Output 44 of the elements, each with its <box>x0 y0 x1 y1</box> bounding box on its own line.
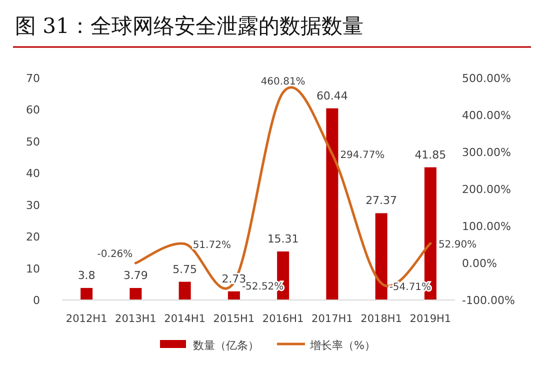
x-tick-label: 2016H1 <box>262 313 304 325</box>
x-tick-label: 2014H1 <box>164 313 206 325</box>
bar <box>178 282 191 300</box>
x-tick-label: 2018H1 <box>360 313 402 325</box>
bar <box>80 288 93 300</box>
bar <box>130 288 142 300</box>
y-tick-label: 10 <box>26 262 40 276</box>
y-tick-label: 40 <box>26 167 40 180</box>
x-tick-label: 2015H1 <box>213 313 255 325</box>
x-tick-label: 2017H1 <box>312 313 353 325</box>
data-label: 52.90% <box>438 239 477 250</box>
y-tick-label: 70 <box>26 72 40 85</box>
y2-tick-label: -100.00% <box>462 294 515 307</box>
chart-title: 图 31：全球网络安全泄露的数据数量 <box>15 14 364 38</box>
data-label: 27.37 <box>366 194 398 208</box>
data-label: 3.8 <box>78 268 96 282</box>
legend-label: 数量（亿条） <box>193 339 259 352</box>
data-label: 15.31 <box>267 232 299 246</box>
y2-tick-label: 400.00% <box>462 109 511 122</box>
bar <box>326 108 338 300</box>
y-tick-label: 30 <box>26 198 40 212</box>
y2-tick-label: 300.00% <box>462 146 511 159</box>
data-label: 60.44 <box>316 89 348 102</box>
data-label: 460.81% <box>260 76 306 88</box>
x-tick-label: 2012H1 <box>66 313 108 325</box>
data-label: 41.85 <box>414 148 446 162</box>
x-tick-label: 2019H1 <box>410 313 452 325</box>
y2-tick-label: 0.00% <box>462 257 497 270</box>
data-label: 3.79 <box>123 268 148 282</box>
data-label: 294.77% <box>340 150 385 161</box>
y-tick-label: 0 <box>33 294 40 307</box>
y2-tick-label: 100.00% <box>462 220 511 233</box>
data-label: -0.26% <box>97 249 133 260</box>
y2-tick-label: 200.00% <box>462 183 511 196</box>
data-label: 51.72% <box>192 240 231 251</box>
bar <box>228 291 240 300</box>
x-tick-label: 2013H1 <box>115 313 156 325</box>
y-tick-label: 60 <box>26 104 40 117</box>
y2-tick-label: 500.00% <box>462 72 511 85</box>
y-tick-label: 20 <box>26 230 40 244</box>
bar <box>375 213 388 300</box>
data-label: 5.75 <box>172 262 198 276</box>
legend-label: 增长率（%） <box>309 339 376 352</box>
y-tick-label: 50 <box>26 135 40 148</box>
